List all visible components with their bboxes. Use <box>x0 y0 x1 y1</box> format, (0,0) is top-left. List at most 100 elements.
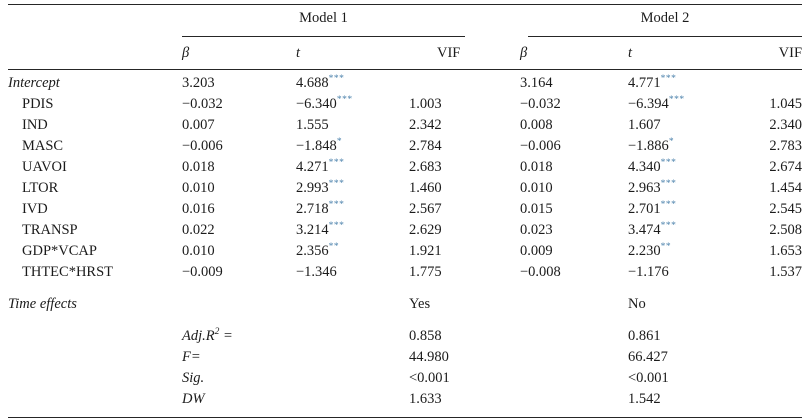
stat-row-sig-: Sig. <0.001 <0.001 <box>8 368 802 389</box>
time-effects-row: Time effects Yes No <box>8 283 802 315</box>
t-value: 2.701*** <box>628 200 677 217</box>
vif-value: 2.629 <box>409 222 442 238</box>
row-label: UAVOI <box>22 159 67 175</box>
t-value: 4.688*** <box>296 74 345 91</box>
beta-value: −0.009 <box>182 264 223 280</box>
t-value: 2.718*** <box>296 200 345 217</box>
beta-value: 0.018 <box>520 159 553 175</box>
row-label: PDIS <box>22 96 54 112</box>
vif-value: 1.003 <box>409 96 442 112</box>
vif-value: 2.784 <box>409 138 442 154</box>
t-value: −1.176 <box>628 264 669 280</box>
t-value: 2.963*** <box>628 179 677 196</box>
t-value: 1.607 <box>628 117 661 133</box>
t-value: −6.394*** <box>628 95 685 112</box>
vif-value: 1.537 <box>769 264 803 280</box>
coef-row-thtec-hrst: THTEC*HRST −0.009 −1.346 1.775 −0.008 −1.176 1… <box>8 262 802 283</box>
coefficients-body: Intercept 3.203 4.688*** 3.164 4.771*** PDIS −… <box>8 70 802 284</box>
significance-stars: *** <box>336 95 353 106</box>
time-effects-label: Time effects <box>8 296 77 312</box>
stat-value-m1: 1.633 <box>409 391 442 407</box>
empty-cell <box>8 315 182 347</box>
empty-cell <box>755 347 802 368</box>
beta-value: 0.009 <box>520 243 553 259</box>
m2-t-header: t <box>628 37 755 70</box>
vif-value <box>755 70 802 95</box>
row-label: THTEC*HRST <box>22 264 114 280</box>
t-value: −6.340*** <box>296 95 353 112</box>
coef-row-intercept: Intercept 3.203 4.688*** 3.164 4.771*** <box>8 70 802 95</box>
m1-beta-header: β <box>182 37 296 70</box>
model-header-row: Model 1 Model 2 <box>8 5 803 38</box>
empty-cell <box>8 347 182 368</box>
row-label: TRANSP <box>22 222 78 238</box>
significance-stars: *** <box>660 158 677 169</box>
t-value: −1.886* <box>628 137 675 154</box>
significance-stars: *** <box>660 74 677 85</box>
model-2-header-cell: Model 2 <box>520 5 803 37</box>
beta-value: 0.018 <box>182 159 215 175</box>
empty-cell <box>755 283 802 315</box>
vif-value: 2.508 <box>769 222 803 238</box>
beta-value: 0.010 <box>520 180 553 196</box>
coef-row-ind: IND 0.007 1.555 2.342 0.008 1.607 2.340 <box>8 115 802 136</box>
empty-cell <box>8 368 182 389</box>
beta-value: 0.007 <box>182 117 215 133</box>
stat-label: DW <box>182 391 205 407</box>
vif-value: 1.653 <box>769 243 803 259</box>
vif-value: 2.342 <box>409 117 442 133</box>
empty-cell <box>296 389 409 418</box>
stat-value-m2: 66.427 <box>628 349 668 365</box>
m2-vif-header: VIF <box>755 37 803 70</box>
stat-label: Sig. <box>182 370 205 386</box>
fit-statistics-body: Adj.R2 = 0.858 0.861 F= 44.980 66.427 Sig. <0.0… <box>8 315 802 418</box>
stat-value-m2: 1.542 <box>628 391 661 407</box>
stat-value-m1: 0.858 <box>409 328 442 344</box>
label-column-header <box>8 37 182 70</box>
vif-value: 1.045 <box>769 96 803 112</box>
coef-row-gdp-vcap: GDP*VCAP 0.010 2.356** 1.921 0.009 2.230** 1.6… <box>8 241 802 262</box>
corner-cell <box>8 5 182 38</box>
coef-row-uavoi: UAVOI 0.018 4.271*** 2.683 0.018 4.340*** 2.67… <box>8 157 802 178</box>
beta-value: 0.008 <box>520 117 553 133</box>
beta-value: 0.016 <box>182 201 215 217</box>
row-label: Intercept <box>8 75 60 91</box>
model-1-header-cell: Model 1 <box>182 5 520 37</box>
t-value: 3.214*** <box>296 221 345 238</box>
regression-results-table: Model 1 Model 2 β t VIF β t VIF Intercep… <box>8 4 803 418</box>
significance-stars: *** <box>660 200 677 211</box>
significance-stars: *** <box>660 221 677 232</box>
significance-stars: *** <box>660 179 677 190</box>
t-value: 4.340*** <box>628 158 677 175</box>
stat-row-adj-r: Adj.R2 = 0.858 0.861 <box>8 315 802 347</box>
vif-value: 1.454 <box>769 180 803 196</box>
t-value: 1.555 <box>296 117 329 133</box>
beta-value: 0.010 <box>182 180 215 196</box>
beta-value: −0.006 <box>182 138 223 154</box>
significance-stars: *** <box>328 74 345 85</box>
row-label: GDP*VCAP <box>22 243 97 259</box>
m1-vif-header: VIF <box>409 37 520 70</box>
t-value: 2.230** <box>628 242 672 259</box>
vif-value: 1.460 <box>409 180 442 196</box>
t-value: 2.356** <box>296 242 340 259</box>
beta-value: 0.010 <box>182 243 215 259</box>
stat-value-m2: <0.001 <box>628 370 669 386</box>
empty-cell <box>520 347 628 368</box>
beta-value: −0.006 <box>520 138 561 154</box>
time-effects-m1-value: Yes <box>409 296 431 312</box>
beta-value: −0.032 <box>182 96 223 112</box>
empty-cell <box>520 315 628 347</box>
row-label: IVD <box>22 201 48 217</box>
empty-cell <box>520 283 628 315</box>
significance-stars: * <box>336 137 343 148</box>
beta-value: 0.022 <box>182 222 215 238</box>
significance-stars: *** <box>668 95 685 106</box>
stat-value-m2: 0.861 <box>628 328 661 344</box>
beta-value: 0.023 <box>520 222 553 238</box>
time-effects-body: Time effects Yes No <box>8 283 802 315</box>
row-label: LTOR <box>22 180 59 196</box>
column-header-row: β t VIF β t VIF <box>8 37 803 70</box>
empty-cell <box>182 283 296 315</box>
